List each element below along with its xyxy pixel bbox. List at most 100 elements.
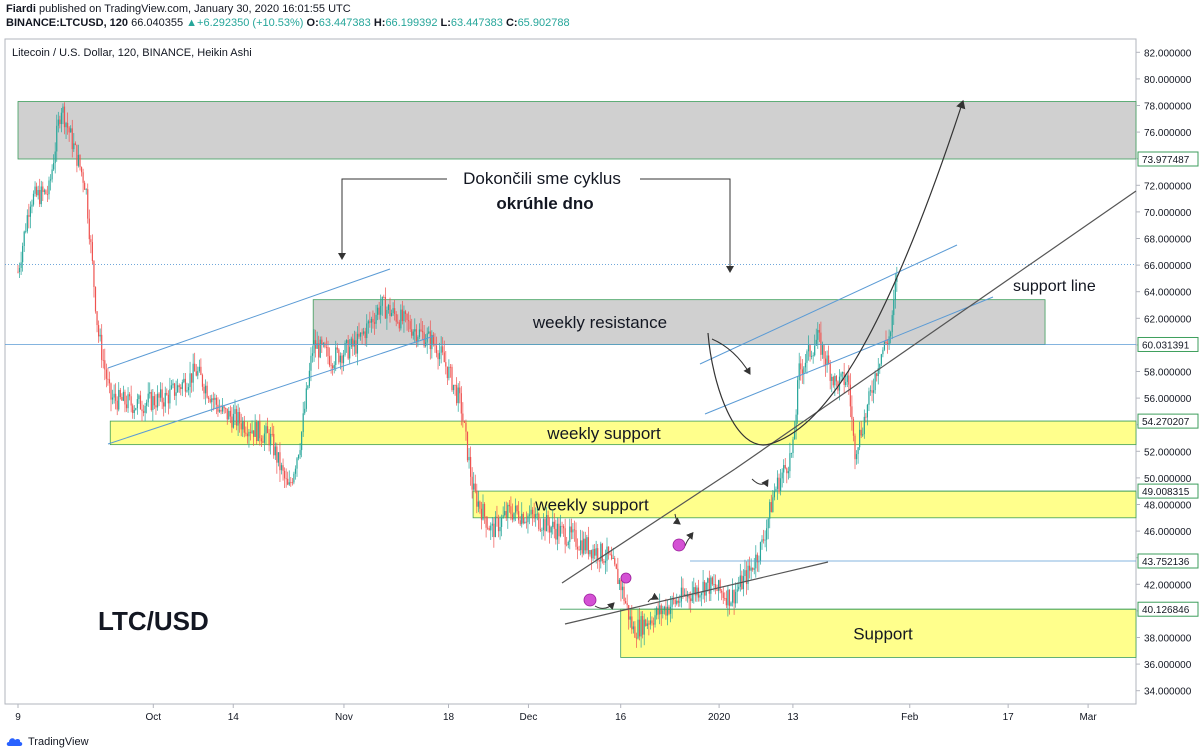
candles-layer (17, 102, 898, 648)
candle-body (102, 359, 104, 361)
price-chart[interactable]: weekly resistance weekly support weekly su… (0, 34, 1200, 730)
candle-body (127, 394, 129, 409)
candle-body (384, 297, 386, 319)
candle-body (420, 329, 422, 331)
candle-body (150, 392, 152, 410)
publisher-name[interactable]: Fiardi (6, 3, 36, 15)
candle-body (645, 619, 647, 626)
candle-body (342, 354, 345, 364)
tradingview-logo[interactable]: TradingView (6, 735, 89, 749)
candle-body (747, 565, 749, 584)
candle-body (54, 151, 56, 164)
candle-body (248, 431, 250, 437)
candle-body (682, 587, 684, 596)
candle-body (271, 433, 273, 435)
time-axis[interactable]: 9 Oct 14 Nov 18 Dec 16 2020 13 Feb 17 Mar (15, 704, 1097, 723)
zone-label-2: weekly support (546, 424, 661, 443)
candle-body (456, 385, 458, 404)
candle-body (611, 554, 613, 560)
candle-body (868, 391, 870, 405)
candle-body (177, 385, 179, 393)
candle-body (663, 606, 665, 611)
candle-body (45, 190, 47, 195)
candle-body (480, 508, 483, 520)
price-axis[interactable]: 34.00000036.00000038.00000040.00000042.0… (1136, 48, 1192, 698)
candle-body (144, 405, 146, 413)
candle-body (812, 355, 814, 357)
candle-body (618, 579, 620, 585)
candle-body (266, 426, 269, 434)
candle-body (111, 397, 114, 400)
candle-body (696, 587, 698, 596)
candle-body (476, 490, 478, 507)
candle-body (559, 525, 562, 537)
candle-body (468, 456, 470, 461)
candle-body (592, 549, 594, 559)
candle-body (814, 345, 816, 356)
candle-body (152, 396, 154, 410)
high-label: H: (373, 17, 386, 29)
candle-body (714, 584, 717, 590)
candle-body (90, 239, 92, 243)
candle-body (335, 347, 337, 365)
candle-body (704, 581, 706, 596)
candle-body (363, 331, 365, 334)
candle-body (688, 594, 690, 599)
candle-body (563, 526, 565, 529)
candle-body (829, 363, 831, 381)
candle-body (218, 409, 221, 412)
candle-body (212, 398, 214, 400)
candle-body (328, 356, 331, 366)
candle-body (798, 363, 800, 381)
candle-body (94, 287, 97, 312)
candle-body (296, 458, 298, 469)
candle-body (842, 372, 844, 374)
channel-upper-right (699, 244, 958, 365)
candle-body (122, 391, 124, 401)
candle-body (386, 309, 388, 319)
candle-body (139, 395, 142, 410)
candle-body (215, 397, 217, 405)
trend-line-lower (561, 468, 736, 584)
candle-body (415, 329, 417, 342)
high-value: 66.199392 (385, 17, 438, 29)
candle-body (581, 540, 583, 554)
candle-body (63, 106, 66, 128)
footer-bar: TradingView (0, 730, 1200, 756)
candle-body (718, 580, 720, 591)
candle-body (253, 430, 255, 437)
candle-body (508, 504, 510, 507)
price-label-box-3 (1137, 483, 1199, 499)
zone-resistance-0 (17, 101, 1137, 160)
candle-body (39, 189, 41, 205)
candle-body (722, 592, 724, 598)
candle-body (786, 468, 788, 474)
symbol-label[interactable]: BINANCE:LTCUSD, 120 (6, 17, 129, 29)
candle-body (229, 410, 231, 417)
candle-body (132, 405, 134, 413)
candle-body (158, 393, 160, 398)
candle-body (445, 362, 447, 367)
price-tick-label: 76.000000 (1144, 128, 1192, 139)
candle-body (373, 322, 376, 324)
candle-body (265, 426, 267, 434)
candle-body (220, 409, 222, 412)
candle-body (654, 615, 656, 625)
candle-body (246, 433, 248, 437)
candle-body (153, 396, 155, 406)
candle-body (147, 393, 149, 403)
candle-body (797, 380, 799, 415)
candle-body (418, 329, 421, 338)
candle-body (183, 378, 185, 383)
candle-body (226, 408, 228, 420)
candle-body (124, 391, 126, 405)
candle-body (845, 381, 847, 385)
candle-body (108, 379, 111, 384)
candle-body (767, 518, 769, 529)
candle-body (313, 340, 315, 354)
channel-lower-right (704, 296, 994, 415)
candle-body (290, 482, 292, 484)
candle-body (843, 372, 845, 385)
candle-body (339, 355, 341, 363)
candle-body (772, 497, 774, 513)
